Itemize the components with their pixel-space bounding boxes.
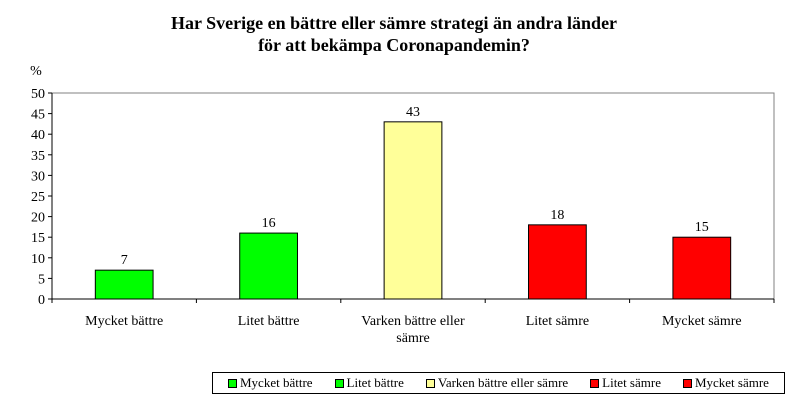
legend-item-mycket-battre: Mycket bättre <box>227 375 313 391</box>
bar <box>528 224 587 300</box>
y-tick-label: 30 <box>31 169 45 184</box>
bar-value-label: 15 <box>695 220 709 235</box>
legend-label: Litet bättre <box>346 375 404 390</box>
chart-title-line-1: Har Sverige en bättre eller sämre strate… <box>171 13 617 33</box>
bar <box>239 232 298 300</box>
chart-title-line-2: för att bekämpa Coronapandemin? <box>258 35 530 55</box>
legend-label: Mycket sämre <box>694 375 769 390</box>
x-category-label: Mycket sämre <box>662 314 742 329</box>
y-tick-label: 50 <box>31 87 45 102</box>
legend-item-litet-samre: Litet sämre <box>590 375 661 391</box>
legend-swatch <box>425 378 435 388</box>
legend-swatch <box>682 378 692 388</box>
x-category-label: Mycket bättre <box>85 314 163 329</box>
y-tick-label: 35 <box>31 149 45 164</box>
data-labels: 7 16 43 18 15 <box>121 105 709 268</box>
legend-item-mycket-samre: Mycket sämre <box>682 375 769 391</box>
y-axis-unit-label: % <box>30 64 42 79</box>
y-tick-label: 10 <box>31 252 45 267</box>
x-category-label: Litet bättre <box>238 314 300 329</box>
legend-label: Mycket bättre <box>239 375 313 390</box>
bar-value-label: 7 <box>121 253 128 268</box>
legend-swatch <box>227 378 237 388</box>
legend-item-varken: Varken bättre eller sämre <box>425 375 569 391</box>
y-tick-label: 40 <box>31 128 45 143</box>
bar <box>383 121 443 300</box>
x-category-label: sämre <box>396 331 429 346</box>
y-tick-label: 0 <box>38 293 45 308</box>
x-category-label: Litet sämre <box>526 314 589 329</box>
legend-label: Litet sämre <box>602 375 661 390</box>
y-tick-label: 15 <box>31 231 45 246</box>
legend: Mycket bättre Litet bättre Varken bättre… <box>212 372 785 394</box>
legend-swatch <box>334 378 344 388</box>
y-tick-label: 20 <box>31 211 45 226</box>
y-tick-label: 5 <box>38 272 45 287</box>
category-labels: Mycket bättre Litet bättre Varken bättre e… <box>85 314 742 346</box>
legend-label: Varken bättre eller sämre <box>437 375 569 390</box>
bar-value-label: 18 <box>550 208 564 223</box>
bars <box>94 121 732 300</box>
legend-swatch <box>590 378 600 388</box>
bar <box>672 236 732 300</box>
bar-value-label: 16 <box>262 216 276 231</box>
bar <box>94 269 154 300</box>
x-axis <box>51 298 775 303</box>
legend-item-litet-battre: Litet bättre <box>334 375 404 391</box>
y-tick-label: 45 <box>31 108 45 123</box>
y-axis: 0 5 10 15 20 25 30 35 40 45 50 <box>31 87 53 308</box>
y-tick-label: 25 <box>31 190 45 205</box>
x-category-label: Varken bättre eller <box>361 314 465 329</box>
bar-value-label: 43 <box>406 105 420 120</box>
